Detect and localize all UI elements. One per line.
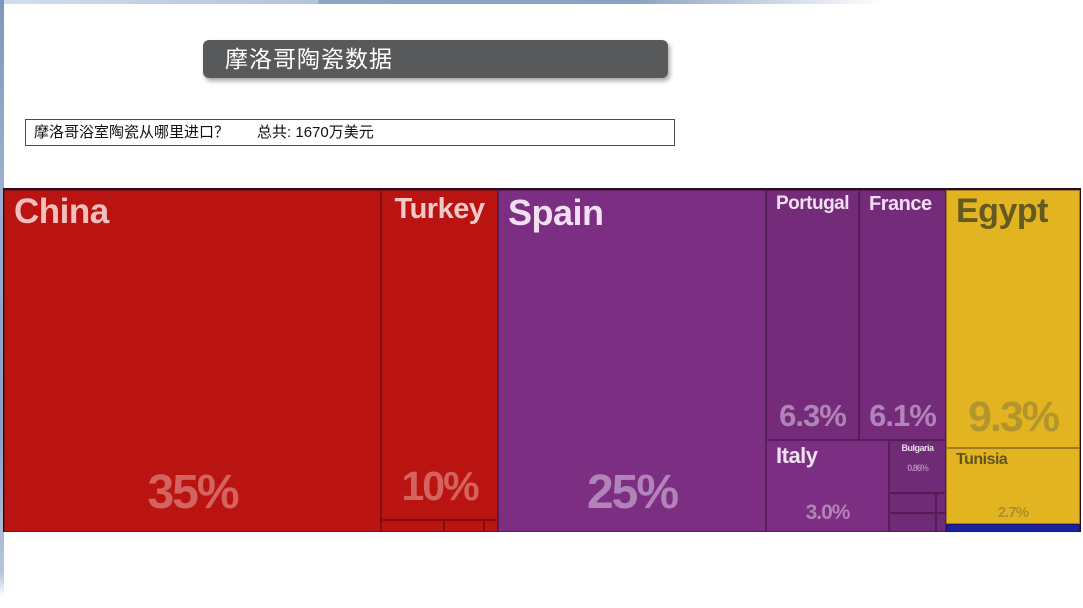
country-label-turkey: Turkey [394,193,485,225]
treemap-cell-spain[interactable]: Spain 25% [498,190,766,532]
country-label-france: France [869,193,932,215]
country-label-portugal: Portugal [775,193,850,214]
treemap: China 35% Turkey 10% Spain 25% Portugal 6.3% Fra… [3,188,1081,532]
page-title: 摩洛哥陶瓷数据 [225,46,393,72]
treemap-cell-turkey[interactable]: Turkey 10% [381,190,498,520]
percent-label-egypt: 9.3% [967,393,1060,441]
country-label-spain: Spain [508,192,604,233]
percent-label-france: 6.1% [869,398,937,433]
percent-label-bulgaria: 0.86% [907,462,929,473]
treemap-cell-tunisia[interactable]: Tunisia 2.7% [946,448,1080,524]
treemap-cell-portugal[interactable]: Portugal 6.3% [766,190,859,440]
subtitle-question: 摩洛哥浴室陶瓷从哪里进口？ [34,124,230,141]
percent-label-spain: 25% [586,466,679,519]
subtitle-total: 总共: 1670万美元 [257,124,374,141]
treemap-cell-purple-small-3[interactable] [889,513,936,532]
treemap-cell-france[interactable]: France 6.1% [859,190,946,440]
treemap-cell-purple-small-2[interactable] [936,493,946,513]
percent-label-portugal: 6.3% [779,398,847,433]
window-frame-top [0,0,910,4]
country-label-bulgaria: Bulgaria [901,443,934,453]
treemap-cell-italy[interactable]: Italy 3.0% [766,440,889,532]
treemap-cell-china[interactable]: China 35% [4,190,381,532]
subtitle-box: 摩洛哥浴室陶瓷从哪里进口？ 总共: 1670万美元 [25,119,675,146]
treemap-cell-bulgaria[interactable]: Bulgaria 0.86% [889,440,946,493]
treemap-cell-red-small-3[interactable] [484,520,498,532]
treemap-cell-red-small-2[interactable] [444,520,484,532]
treemap-cell-red-small-1[interactable] [381,520,444,532]
percent-label-china: 35% [147,466,239,519]
percent-label-tunisia: 2.7% [997,504,1029,521]
percent-label-turkey: 10% [401,463,479,509]
country-label-italy: Italy [776,443,818,468]
treemap-cell-egypt[interactable]: Egypt 9.3% [946,190,1080,448]
country-label-tunisia: Tunisia [956,451,1008,468]
treemap-cell-purple-small-1[interactable] [889,493,936,513]
window-frame-left [0,0,4,597]
percent-label-italy: 3.0% [805,501,851,524]
country-label-china: China [14,192,109,231]
treemap-cell-navy-strip[interactable] [946,524,1080,532]
page-title-banner: 摩洛哥陶瓷数据 [203,40,668,78]
country-label-egypt: Egypt [956,192,1048,230]
treemap-cell-purple-small-4[interactable] [936,513,946,532]
